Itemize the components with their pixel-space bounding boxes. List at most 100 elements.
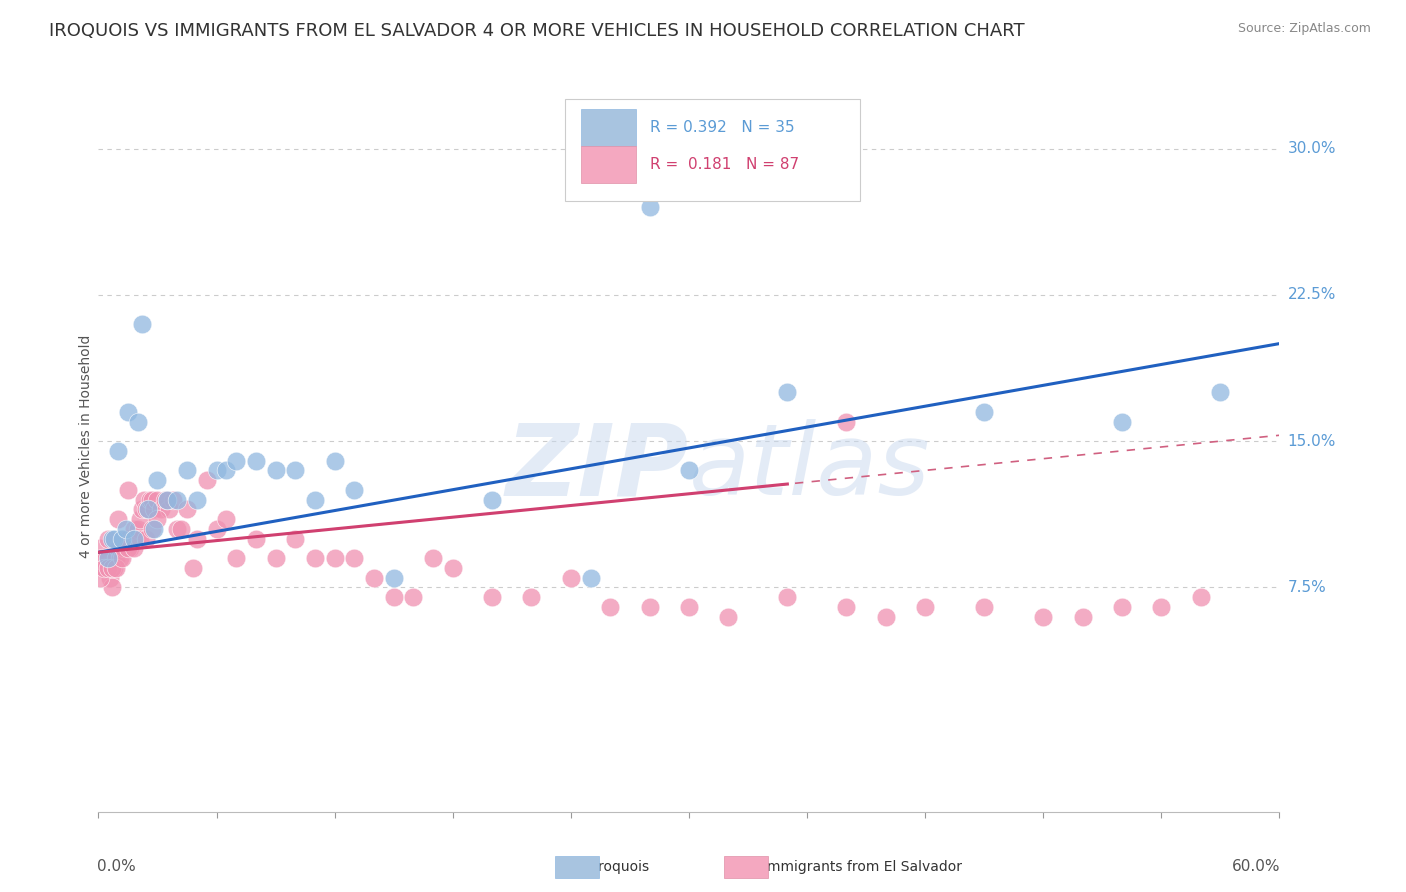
Text: 15.0%: 15.0%: [1288, 434, 1336, 449]
Point: [264, 551, 287, 566]
Point: [1189, 590, 1212, 604]
Point: [93, 561, 115, 575]
Point: [520, 590, 543, 604]
Point: [343, 483, 366, 497]
Point: [105, 561, 128, 575]
Text: 22.5%: 22.5%: [1288, 287, 1336, 302]
Point: [176, 463, 198, 477]
Point: [89, 541, 111, 556]
Point: [181, 561, 204, 575]
Point: [117, 483, 139, 497]
Point: [141, 492, 163, 507]
Point: [284, 463, 307, 477]
Point: [166, 522, 188, 536]
Point: [117, 532, 139, 546]
Text: Source: ZipAtlas.com: Source: ZipAtlas.com: [1237, 22, 1371, 36]
Y-axis label: 4 or more Vehicles in Household: 4 or more Vehicles in Household: [79, 334, 93, 558]
Text: 0.0%: 0.0%: [97, 859, 136, 874]
Point: [125, 532, 148, 546]
Point: [115, 532, 138, 546]
FancyBboxPatch shape: [582, 145, 636, 183]
Point: [776, 590, 799, 604]
Point: [131, 317, 153, 331]
Point: [131, 502, 153, 516]
Point: [122, 541, 145, 556]
Point: [402, 590, 425, 604]
Point: [117, 405, 139, 419]
Point: [284, 532, 307, 546]
Point: [225, 453, 247, 467]
Point: [91, 551, 114, 566]
Point: [150, 502, 173, 516]
Point: [93, 561, 115, 575]
Point: [117, 541, 139, 556]
Point: [304, 492, 326, 507]
Point: [875, 609, 897, 624]
Point: [835, 415, 858, 429]
Text: ZIP: ZIP: [506, 419, 689, 516]
Point: [156, 492, 179, 507]
Point: [118, 541, 141, 556]
Point: [1150, 599, 1173, 614]
FancyBboxPatch shape: [565, 99, 860, 201]
Point: [101, 561, 124, 575]
Point: [176, 502, 198, 516]
Point: [835, 599, 858, 614]
Point: [215, 512, 238, 526]
Point: [560, 571, 582, 585]
Point: [136, 502, 159, 516]
Point: [157, 502, 180, 516]
Point: [156, 492, 179, 507]
Point: [135, 532, 157, 546]
Point: [441, 561, 464, 575]
Text: IROQUOIS VS IMMIGRANTS FROM EL SALVADOR 4 OR MORE VEHICLES IN HOUSEHOLD CORRELAT: IROQUOIS VS IMMIGRANTS FROM EL SALVADOR …: [49, 22, 1025, 40]
Point: [127, 522, 149, 536]
Point: [142, 522, 165, 536]
FancyBboxPatch shape: [582, 109, 636, 146]
Point: [973, 405, 995, 419]
Point: [97, 561, 120, 575]
Point: [205, 522, 228, 536]
Point: [914, 599, 936, 614]
Point: [1032, 609, 1054, 624]
Point: [146, 492, 169, 507]
Point: [105, 551, 128, 566]
Point: [195, 473, 218, 487]
Point: [128, 532, 150, 546]
Point: [101, 581, 124, 595]
Point: [1071, 609, 1094, 624]
Point: [107, 541, 129, 556]
Point: [264, 463, 287, 477]
Point: [973, 599, 995, 614]
Text: R =  0.181   N = 87: R = 0.181 N = 87: [650, 157, 799, 172]
Point: [678, 599, 700, 614]
Point: [122, 532, 145, 546]
Point: [225, 551, 247, 566]
Point: [138, 492, 160, 507]
Point: [111, 551, 134, 566]
Point: [127, 415, 149, 429]
Point: [136, 502, 159, 516]
Text: 7.5%: 7.5%: [1288, 580, 1326, 595]
Point: [115, 522, 138, 536]
Point: [186, 532, 208, 546]
Point: [638, 200, 661, 214]
Point: [166, 492, 188, 507]
Point: [128, 512, 150, 526]
Text: R = 0.392   N = 35: R = 0.392 N = 35: [650, 120, 794, 136]
Point: [89, 571, 111, 585]
Point: [122, 522, 145, 536]
Point: [776, 385, 799, 400]
Point: [1111, 415, 1133, 429]
Text: atlas: atlas: [689, 419, 931, 516]
Point: [599, 599, 621, 614]
Point: [96, 551, 118, 566]
Text: 60.0%: 60.0%: [1232, 859, 1281, 874]
Point: [678, 463, 700, 477]
Point: [245, 532, 267, 546]
Point: [101, 532, 124, 546]
Point: [422, 551, 444, 566]
Point: [103, 532, 125, 546]
Point: [1111, 599, 1133, 614]
Text: 30.0%: 30.0%: [1288, 141, 1336, 156]
